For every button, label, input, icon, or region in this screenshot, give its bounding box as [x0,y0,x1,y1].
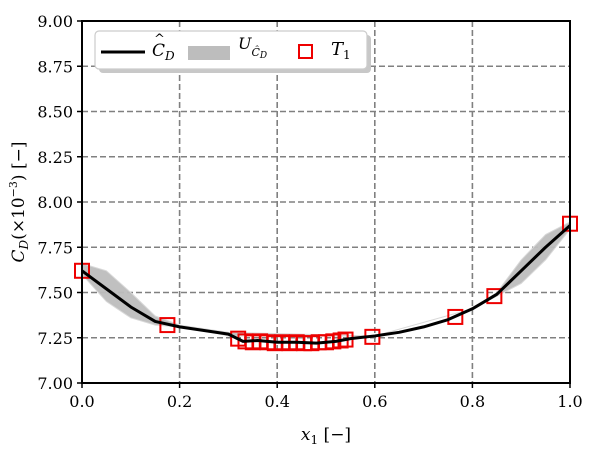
x-tick-label: 0.4 [264,392,289,411]
y-tick-label: 7.50 [37,284,73,303]
x-tick-label: 1.0 [557,392,582,411]
marker-square [447,308,464,325]
tick-labels: 0.0 0.2 0.4 0.6 0.8 1.0 7.00 7.25 7.50 7.75 8.00 8.… [37,12,582,411]
legend-label-training: T1 [331,39,351,62]
y-tick-label: 9.00 [37,12,73,31]
legend-label-uncertainty: UĈD [238,34,267,61]
svg-text:^: ^ [154,32,165,47]
legend-marker-swatch [298,44,313,59]
y-tick-label: 8.50 [37,103,73,122]
legend-label-prediction: CD [152,41,175,63]
marker-square [486,288,503,305]
training-points [74,215,578,352]
x-tick-label: 0.2 [167,392,192,411]
legend-band-swatch [188,46,230,60]
y-tick-label: 8.25 [37,148,73,167]
y-tick-label: 7.75 [37,238,73,257]
y-tick-label: 8.75 [37,57,73,76]
y-axis-label: CD(×10−3) [−] [7,142,31,263]
y-tick-label: 8.00 [37,193,73,212]
x-tick-label: 0.0 [69,392,94,411]
y-tick-label: 7.00 [37,374,73,393]
y-tick-label: 7.25 [37,329,73,348]
x-axis-label: x1 [−] [301,425,351,447]
x-tick-label: 0.6 [362,392,387,411]
legend: CD^ UĈD T1 [94,30,371,73]
x-tick-label: 0.8 [460,392,485,411]
grid [82,21,570,383]
uncertainty-band [81,221,571,337]
prediction-line [81,224,571,345]
